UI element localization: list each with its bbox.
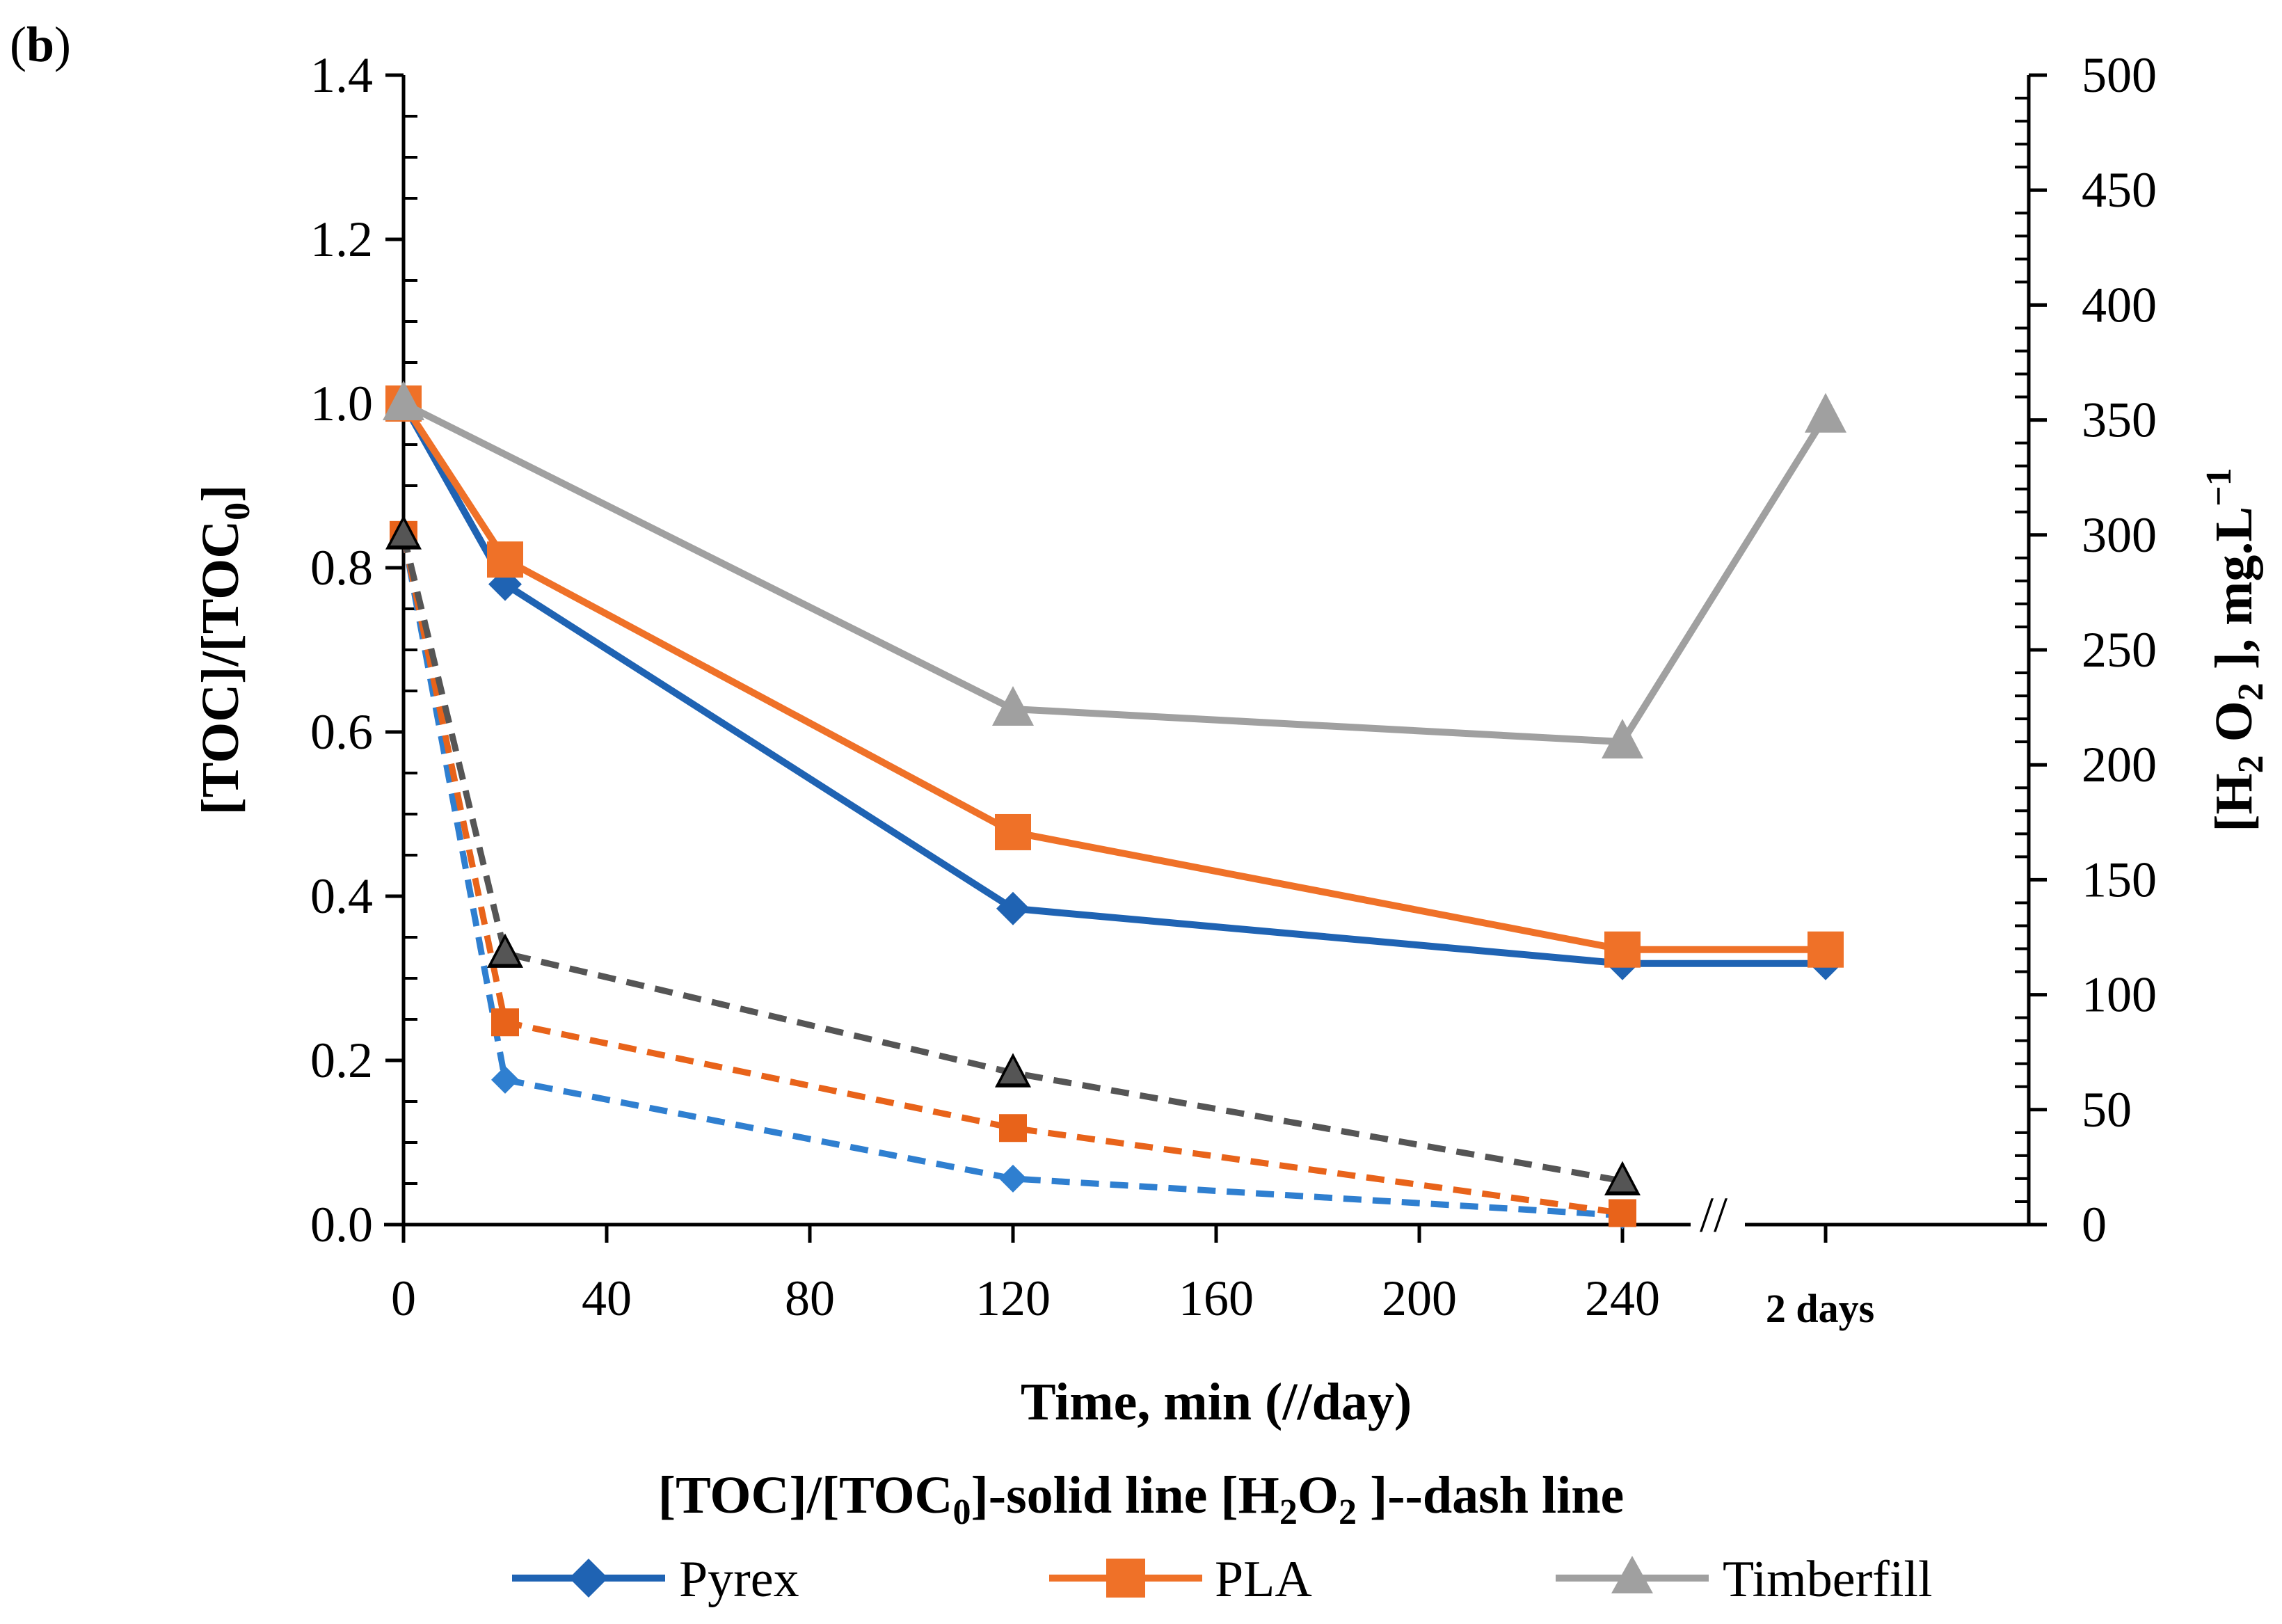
- h2o2-line-pyrex: [400, 534, 1623, 1219]
- x-tick-label: 40: [582, 1271, 632, 1326]
- legend-label-pla: PLA: [1215, 1551, 1312, 1608]
- legend-label-pyrex: Pyrex: [679, 1551, 799, 1608]
- y-left-tick-label: 0.0: [310, 1197, 373, 1252]
- x-axis-title: Time, min (//day): [1021, 1373, 1412, 1431]
- y-right-tick-label: 300: [2082, 507, 2157, 563]
- legend-marker-timberfill: [1611, 1556, 1653, 1593]
- h2o2-marker-timberfill: [492, 939, 518, 964]
- y-right-tick-label: 0: [2082, 1197, 2107, 1252]
- y-right-axis-title: [H2 O2 ], mg.L−1: [2199, 468, 2271, 832]
- y-left-tick-label: 0.2: [310, 1033, 373, 1088]
- toc-line-timberfill: [401, 400, 1829, 746]
- y-right-tick-label: 400: [2082, 277, 2157, 333]
- y-right-tick-label: 100: [2082, 967, 2157, 1023]
- h2o2-marker-pyrex: [491, 1065, 519, 1094]
- legend-entry-pyrex: Pyrex: [512, 1551, 799, 1608]
- legend-label-timberfill: Timberfill: [1723, 1551, 1933, 1608]
- toc-line-pla: [400, 401, 1826, 953]
- toc-marker-timberfill: [1805, 392, 1846, 433]
- toc-marker-pyrex: [996, 891, 1030, 925]
- y-right-tick-label: 150: [2082, 852, 2157, 907]
- toc-marker-timberfill: [1602, 719, 1643, 759]
- h2o2-marker-timberfill: [1000, 1058, 1026, 1084]
- y-left-axis-title: [TOC]/[TOC0]: [191, 485, 257, 815]
- h2o2-line-pla: [400, 534, 1623, 1216]
- y-right-tick-label: 250: [2082, 622, 2157, 678]
- chart-subtitle: [TOC]/[TOC0]-solid line [H2O2 ]--dash li…: [658, 1466, 1624, 1532]
- toc-marker-timberfill: [383, 381, 424, 420]
- toc-marker-timberfill: [992, 685, 1034, 726]
- toc-marker-pla: [1808, 931, 1844, 968]
- y-left-tick-label: 0.8: [310, 540, 373, 596]
- legend-entry-pla: PLA: [1049, 1551, 1312, 1608]
- x-tick-label: 240: [1585, 1271, 1660, 1326]
- legend-entry-timberfill: Timberfill: [1556, 1551, 1933, 1608]
- panel-label: (b): [10, 17, 71, 72]
- h2o2-line-timberfill: [400, 534, 1623, 1184]
- x-tick-label: 160: [1179, 1271, 1254, 1326]
- legend-marker-pla: [1106, 1559, 1145, 1598]
- x-tick-label: 200: [1382, 1271, 1457, 1326]
- y-right-tick-label: 500: [2082, 47, 2157, 103]
- h2o2-marker-pyrex: [999, 1164, 1027, 1193]
- y-left-tick-label: 1.0: [310, 376, 373, 431]
- y-right-tick-label: 350: [2082, 392, 2157, 448]
- h2o2-marker-pla: [999, 1114, 1027, 1143]
- toc-marker-pla: [995, 813, 1031, 850]
- y-right-tick-label: 50: [2082, 1082, 2132, 1138]
- h2o2-marker-pla: [1609, 1199, 1636, 1227]
- axis-break-symbol: //: [1700, 1187, 1728, 1243]
- x-tick-label: 80: [785, 1271, 835, 1326]
- x-tick-label: 120: [975, 1271, 1051, 1326]
- toc-marker-pla: [1604, 931, 1641, 968]
- h2o2-marker-pla: [491, 1008, 519, 1037]
- y-left-tick-label: 1.4: [310, 47, 373, 103]
- toc-marker-pla: [487, 541, 523, 578]
- legend: Pyrex PLA Timberfill: [512, 1551, 1933, 1608]
- legend-marker-pyrex: [569, 1559, 608, 1598]
- y-left-tick-label: 1.2: [310, 212, 373, 267]
- y-right-tick-label: 450: [2082, 162, 2157, 218]
- h2o2-marker-timberfill: [390, 520, 417, 546]
- x-tick-label: 0: [391, 1271, 416, 1326]
- toc-line-pyrex: [400, 401, 1826, 967]
- h2o2-marker-timberfill: [1609, 1166, 1636, 1192]
- y-right-tick-label: 200: [2082, 737, 2157, 793]
- y-left-tick-label: 0.4: [310, 868, 373, 924]
- y-left-tick-label: 0.6: [310, 704, 373, 760]
- x-tick-label-2-days: 2 days: [1766, 1286, 1874, 1331]
